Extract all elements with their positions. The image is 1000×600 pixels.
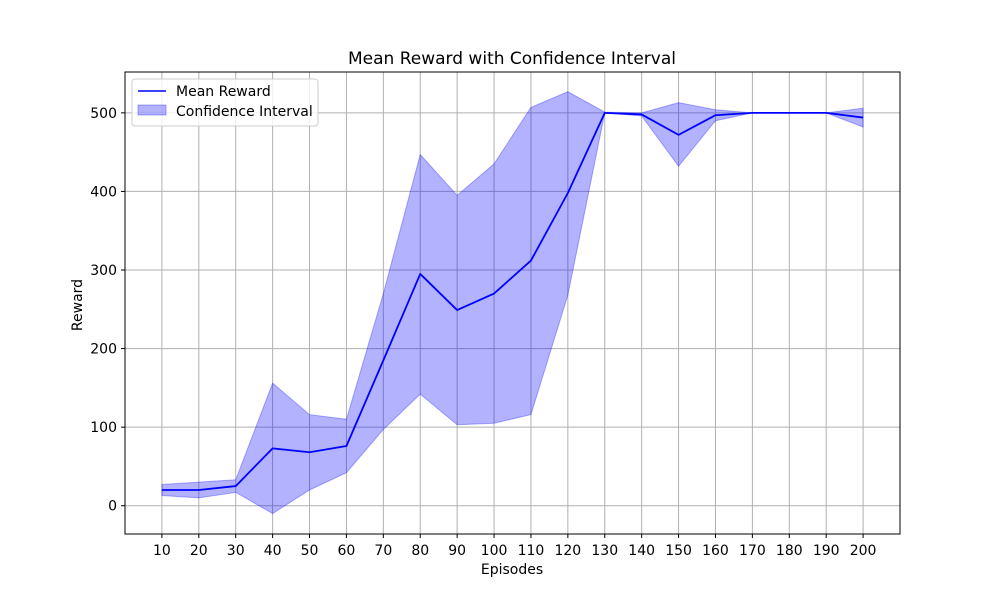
x-tick-label: 40 — [264, 543, 282, 559]
x-tick-label: 20 — [190, 543, 208, 559]
x-tick-label: 60 — [338, 543, 356, 559]
x-tick-label: 180 — [776, 543, 803, 559]
y-tick-label: 500 — [90, 106, 117, 122]
x-tick-label: 80 — [411, 543, 429, 559]
mean-reward-line — [161, 111, 864, 491]
chart-title: Mean Reward with Confidence Interval — [348, 49, 676, 69]
y-tick-label: 400 — [90, 184, 117, 200]
confidence-band — [161, 91, 864, 515]
y-tick-label: 0 — [108, 499, 117, 515]
x-tick-label: 140 — [628, 543, 655, 559]
y-tick-label: 100 — [90, 420, 117, 436]
legend-label-band: Confidence Interval — [176, 104, 313, 120]
legend-band-swatch — [137, 104, 167, 116]
mean-line-layer — [161, 111, 864, 491]
confidence-band-layer — [161, 91, 864, 515]
x-axis-ticks: 10 20 30 40 50 60 70 80 90 100 110 120 130 140 150 160 1… — [153, 534, 876, 559]
x-tick-label: 150 — [665, 543, 692, 559]
x-tick-label: 130 — [591, 543, 618, 559]
x-tick-label: 170 — [739, 543, 766, 559]
x-tick-label: 200 — [850, 543, 877, 559]
x-tick-label: 90 — [448, 543, 466, 559]
y-axis-title: Reward — [70, 279, 86, 331]
x-tick-label: 10 — [153, 543, 171, 559]
y-axis-ticks: 0 100 200 300 400 500 — [90, 106, 125, 515]
x-tick-label: 120 — [554, 543, 581, 559]
x-tick-label: 30 — [227, 543, 245, 559]
x-tick-label: 190 — [813, 543, 840, 559]
legend-box — [131, 78, 319, 127]
x-tick-label: 70 — [374, 543, 392, 559]
y-tick-label: 200 — [90, 342, 117, 358]
legend-label-mean: Mean Reward — [176, 84, 271, 100]
plot-frame — [124, 71, 901, 535]
x-axis-title: Episodes — [481, 562, 543, 578]
x-tick-label: 50 — [301, 543, 319, 559]
legend: Mean Reward Confidence Interval — [131, 78, 319, 127]
y-tick-label: 300 — [90, 263, 117, 279]
x-tick-label: 100 — [481, 543, 508, 559]
x-tick-label: 160 — [702, 543, 729, 559]
x-tick-label: 110 — [518, 543, 545, 559]
